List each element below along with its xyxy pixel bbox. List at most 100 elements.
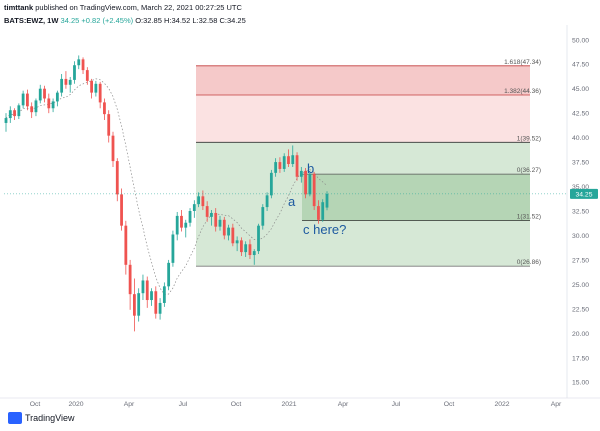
candle xyxy=(188,208,192,227)
candle xyxy=(235,236,239,252)
price-tick-label: 17.50 xyxy=(572,355,589,362)
candle-body xyxy=(227,227,230,236)
candle xyxy=(128,259,132,310)
candle xyxy=(287,149,290,167)
price-tick-label: 42.50 xyxy=(572,111,589,118)
candle-body xyxy=(124,225,128,265)
candle-body xyxy=(231,227,235,244)
candle xyxy=(227,224,230,241)
fib-zone-extension xyxy=(196,65,530,95)
candle xyxy=(98,81,102,109)
candle-body xyxy=(17,105,21,117)
time-tick-label: Apr xyxy=(124,401,135,408)
candle xyxy=(8,106,12,123)
candle-body xyxy=(64,78,68,85)
candle-body xyxy=(282,156,286,169)
candle-body xyxy=(184,222,188,228)
candle-body xyxy=(34,100,38,113)
candle xyxy=(55,90,59,107)
candle-body xyxy=(51,101,55,109)
candle-body xyxy=(291,155,295,165)
candle-body xyxy=(278,162,282,169)
candle xyxy=(308,170,312,197)
last-price-label: 34.25 xyxy=(575,191,592,198)
candle-body xyxy=(192,204,196,211)
candle-body xyxy=(171,234,175,263)
candle-body xyxy=(252,251,256,256)
candle xyxy=(291,145,295,167)
candle xyxy=(145,276,149,308)
candle-body xyxy=(188,211,192,223)
candle-body xyxy=(47,98,51,109)
candle xyxy=(325,191,329,211)
candle xyxy=(43,85,46,103)
time-tick-label: Apr xyxy=(551,401,562,408)
price-tick-label: 32.50 xyxy=(572,209,589,216)
brand-label: TradingView xyxy=(25,413,75,423)
candle xyxy=(17,103,21,120)
close-value: C:34.25 xyxy=(219,16,246,25)
candle-body xyxy=(120,194,123,226)
candle xyxy=(244,241,248,257)
candle-body xyxy=(145,280,149,301)
candle-body xyxy=(317,206,320,220)
symbol-label: BATS:EWZ, 1W xyxy=(4,16,59,25)
candle-body xyxy=(304,170,307,195)
time-tick-label: Oct xyxy=(30,401,41,408)
time-tick-label: Jul xyxy=(179,401,188,408)
candle xyxy=(269,169,273,199)
candle xyxy=(90,78,93,99)
candle xyxy=(252,249,256,265)
candle-body xyxy=(308,173,312,195)
time-tick-label: Oct xyxy=(444,401,455,408)
time-tick-label: Oct xyxy=(231,401,242,408)
fib-zone-upper xyxy=(196,94,530,143)
fibonacci-zones xyxy=(196,65,530,267)
fib-level-label: 1.618(47.34) xyxy=(504,59,541,66)
price-tick-label: 30.00 xyxy=(572,233,589,240)
author-name[interactable]: timttank xyxy=(4,3,34,12)
time-tick-label: 2022 xyxy=(494,401,509,408)
candle-body xyxy=(94,83,98,93)
open-value: O:32.85 xyxy=(135,16,162,25)
candle-body xyxy=(128,264,132,295)
price-tick-label: 47.50 xyxy=(572,62,589,69)
candle-body xyxy=(261,207,265,226)
candle xyxy=(274,158,278,177)
candle-body xyxy=(133,294,136,316)
candle-body xyxy=(68,79,72,85)
fibonacci-labels: 1.618(47.34) 1.382(44.36) 1(39.52) 0(36.27)… xyxy=(504,59,541,266)
candle-body xyxy=(287,156,290,165)
price-tick-label: 37.50 xyxy=(572,160,589,167)
candle xyxy=(321,199,325,222)
candle xyxy=(21,90,25,109)
candle-body xyxy=(218,219,222,227)
candle-body xyxy=(13,110,16,117)
candle-body xyxy=(167,262,171,287)
candle-body xyxy=(295,155,299,177)
candle-body xyxy=(115,161,119,195)
price-tick-label: 45.00 xyxy=(572,86,589,93)
tradingview-logo[interactable]: TradingView xyxy=(8,412,75,424)
candle xyxy=(295,152,299,181)
candle-body xyxy=(325,193,329,208)
candle xyxy=(175,211,179,241)
price-tick-label: 15.00 xyxy=(572,380,589,387)
candle xyxy=(205,201,209,222)
price-axis: 15.00 17.50 20.00 22.50 25.00 27.50 30.00 32.50… xyxy=(4,25,598,398)
candle xyxy=(60,74,64,97)
candle-body xyxy=(90,80,93,93)
fib-level-label: 0(36.27) xyxy=(517,167,541,174)
fib-level-label: 1.382(44.36) xyxy=(504,88,541,95)
current-price: 34.25 xyxy=(60,16,80,25)
candle-body xyxy=(265,195,269,208)
time-tick-label: Jul xyxy=(392,401,401,408)
candle-body xyxy=(4,118,8,123)
candle xyxy=(278,157,282,173)
fib-level-label: 1(31.52) xyxy=(517,214,541,221)
candle xyxy=(137,288,141,322)
candle xyxy=(248,239,252,259)
candle xyxy=(64,71,68,89)
candle-body xyxy=(299,170,303,177)
